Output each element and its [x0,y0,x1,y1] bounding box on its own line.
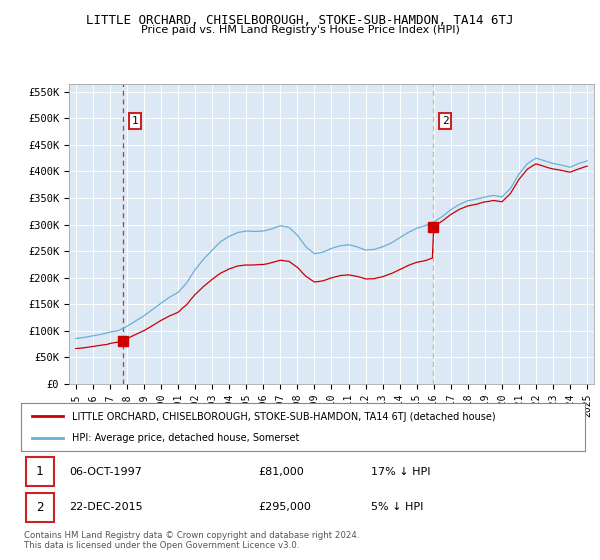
Text: £81,000: £81,000 [258,467,304,477]
Text: 17% ↓ HPI: 17% ↓ HPI [371,467,430,477]
Text: 2: 2 [442,116,449,126]
Text: Contains HM Land Registry data © Crown copyright and database right 2024.
This d: Contains HM Land Registry data © Crown c… [24,531,359,550]
Text: LITTLE ORCHARD, CHISELBOROUGH, STOKE-SUB-HAMDON, TA14 6TJ (detached house): LITTLE ORCHARD, CHISELBOROUGH, STOKE-SUB… [72,412,496,422]
Text: HPI: Average price, detached house, Somerset: HPI: Average price, detached house, Some… [72,433,299,444]
Text: 06-OCT-1997: 06-OCT-1997 [69,467,142,477]
Text: Price paid vs. HM Land Registry's House Price Index (HPI): Price paid vs. HM Land Registry's House … [140,25,460,35]
Bar [26,457,54,486]
Text: 22-DEC-2015: 22-DEC-2015 [69,502,143,512]
Text: 5% ↓ HPI: 5% ↓ HPI [371,502,423,512]
Bar [26,493,54,522]
Text: £295,000: £295,000 [258,502,311,512]
Text: 1: 1 [36,465,43,478]
Text: LITTLE ORCHARD, CHISELBOROUGH, STOKE-SUB-HAMDON, TA14 6TJ: LITTLE ORCHARD, CHISELBOROUGH, STOKE-SUB… [86,14,514,27]
Text: 2: 2 [36,501,43,514]
Text: 1: 1 [132,116,139,126]
